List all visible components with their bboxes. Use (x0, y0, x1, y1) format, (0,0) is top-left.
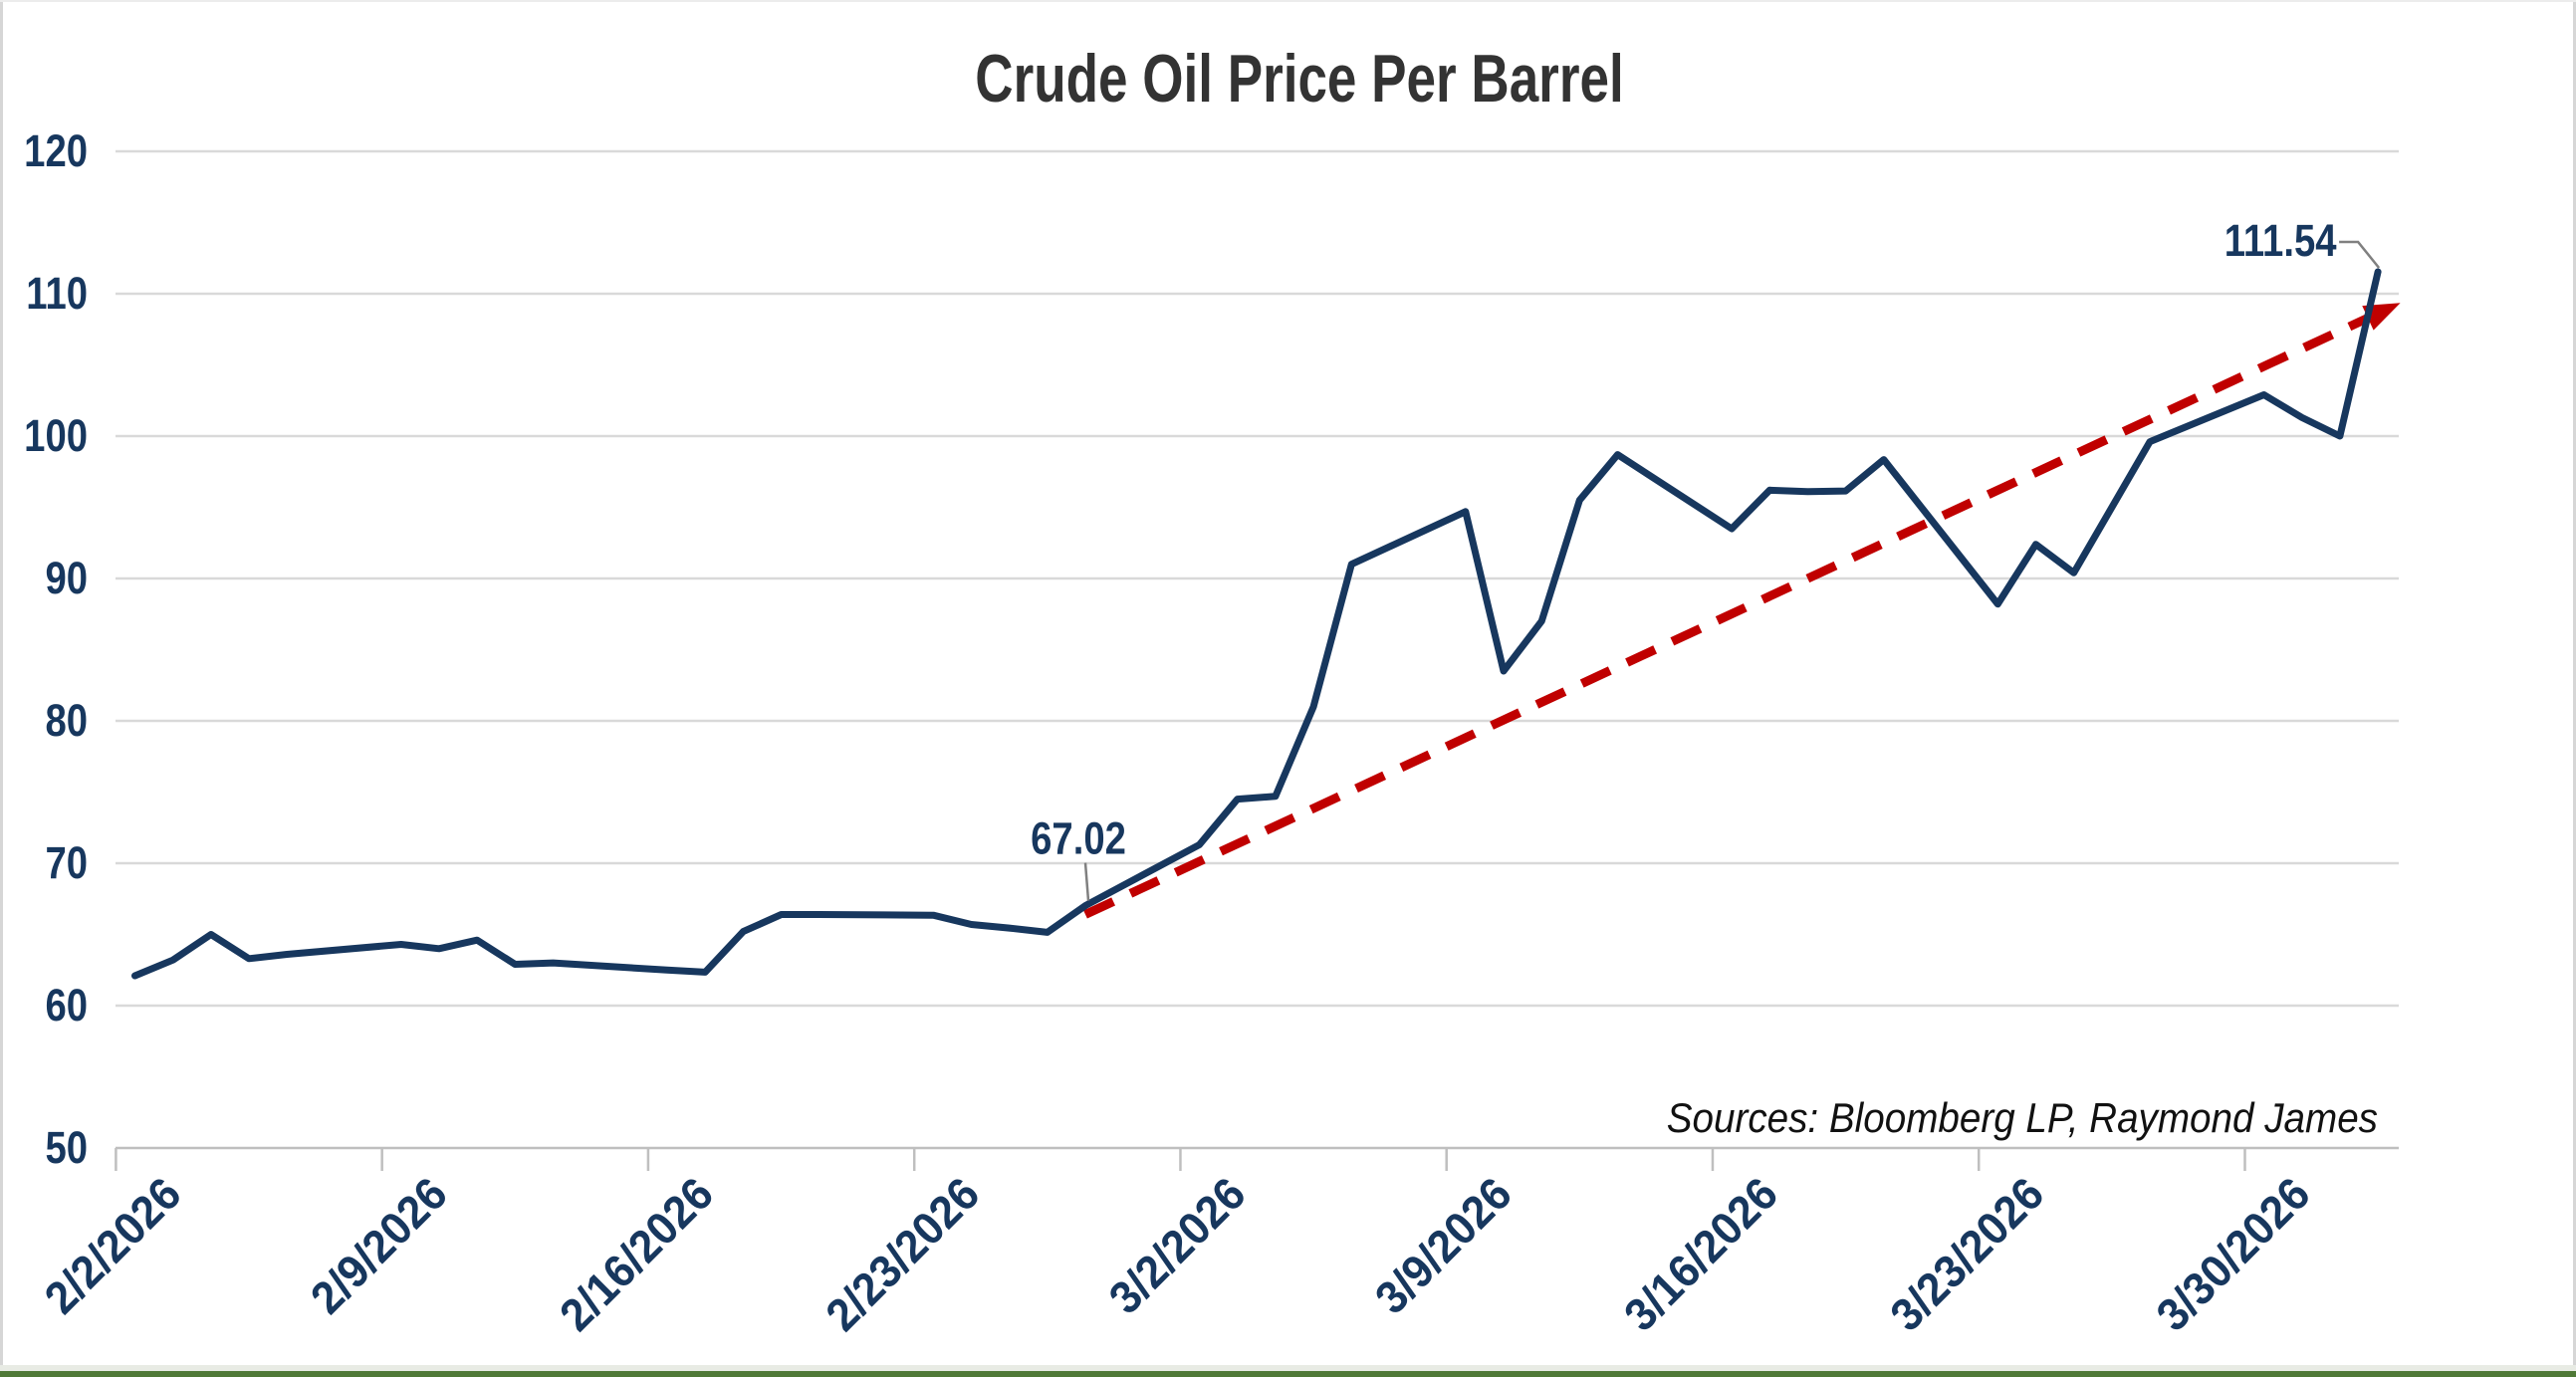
trendline-group (1083, 303, 2401, 919)
source-note: Sources: Bloomberg LP, Raymond James (1667, 1093, 2378, 1141)
y-axis-labels: 50 60 70 80 90 100 110 120 (24, 125, 88, 1173)
y-axis-label: 100 (24, 410, 88, 461)
x-axis-label: 2/23/2026 (816, 1167, 989, 1340)
x-axis-label: 3/30/2026 (2146, 1167, 2319, 1340)
x-axis-label: 2/2/2026 (34, 1167, 190, 1323)
annotation-leader (1083, 862, 1090, 901)
x-axis-label: 3/9/2026 (1365, 1167, 1522, 1323)
y-axis-label: 90 (45, 553, 88, 603)
frame-border-top (0, 0, 2576, 2)
chart-title: Crude Oil Price Per Barrel (975, 41, 1623, 116)
frame-border-right (2573, 0, 2576, 1377)
annotations: 67.02 111.54 (1031, 215, 2381, 901)
annotation-label: 111.54 (2225, 215, 2337, 266)
x-axis (115, 1148, 2246, 1171)
trendline-dashed (1083, 311, 2377, 919)
y-axis-label: 120 (24, 125, 88, 176)
frame-border-left (0, 0, 3, 1377)
x-axis-label: 3/23/2026 (1880, 1167, 2053, 1340)
y-axis-label: 60 (45, 980, 88, 1031)
price-line (131, 268, 2382, 980)
x-axis-labels: 2/2/2026 2/9/2026 2/16/2026 2/23/2026 3/2/20… (34, 1167, 2319, 1340)
y-axis-label: 50 (45, 1122, 88, 1173)
x-axis-label: 3/2/2026 (1098, 1167, 1255, 1323)
y-axis-label: 110 (26, 268, 88, 319)
bottom-accent-light-bar (0, 1365, 2576, 1371)
annotation-label: 67.02 (1031, 813, 1126, 864)
y-axis-label: 80 (45, 695, 88, 746)
annotation-leader (2339, 240, 2381, 269)
bottom-accent-green-bar (0, 1371, 2576, 1377)
x-axis-label: 3/16/2026 (1614, 1167, 1787, 1340)
gridlines (116, 149, 2399, 1150)
y-axis-label: 70 (45, 837, 88, 888)
x-axis-label: 2/9/2026 (301, 1167, 457, 1323)
x-axis-label: 2/16/2026 (550, 1167, 723, 1340)
price-line-series (131, 268, 2382, 980)
